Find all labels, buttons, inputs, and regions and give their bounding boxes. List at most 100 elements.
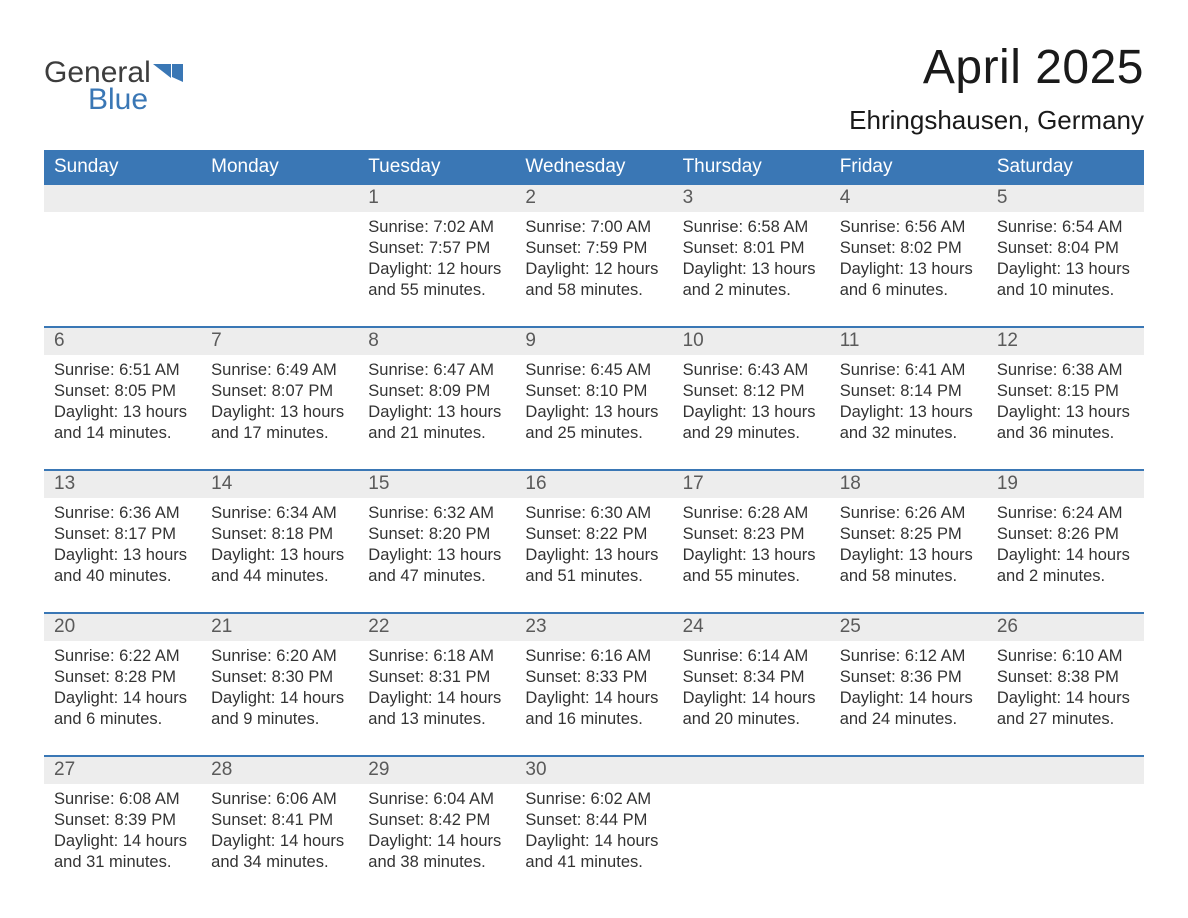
day-cell: Sunrise: 6:38 AMSunset: 8:15 PMDaylight:… (987, 355, 1144, 447)
sunrise-line: Sunrise: 6:04 AM (368, 789, 505, 810)
daylight-line: Daylight: 13 hours and 29 minutes. (683, 402, 820, 444)
day-cell: Sunrise: 6:06 AMSunset: 8:41 PMDaylight:… (201, 784, 358, 876)
sunrise-line: Sunrise: 6:32 AM (368, 503, 505, 524)
day-cell (987, 784, 1144, 876)
sunrise-line: Sunrise: 6:41 AM (840, 360, 977, 381)
sunset-line: Sunset: 8:15 PM (997, 381, 1134, 402)
day-cell: Sunrise: 6:16 AMSunset: 8:33 PMDaylight:… (515, 641, 672, 733)
month-title: April 2025 (849, 40, 1144, 95)
day-number: 10 (673, 328, 830, 355)
day-number: 16 (515, 471, 672, 498)
calendar: Sunday Monday Tuesday Wednesday Thursday… (44, 150, 1144, 876)
daylight-line: Daylight: 13 hours and 17 minutes. (211, 402, 348, 444)
sunset-line: Sunset: 8:33 PM (525, 667, 662, 688)
sunrise-line: Sunrise: 6:45 AM (525, 360, 662, 381)
sunrise-line: Sunrise: 6:49 AM (211, 360, 348, 381)
sunset-line: Sunset: 8:10 PM (525, 381, 662, 402)
day-number: 29 (358, 757, 515, 784)
daynum-row: 27282930 (44, 757, 1144, 784)
day-cell: Sunrise: 7:00 AMSunset: 7:59 PMDaylight:… (515, 212, 672, 304)
sunset-line: Sunset: 8:39 PM (54, 810, 191, 831)
sunrise-line: Sunrise: 6:16 AM (525, 646, 662, 667)
sunset-line: Sunset: 7:57 PM (368, 238, 505, 259)
sunrise-line: Sunrise: 6:47 AM (368, 360, 505, 381)
day-cell: Sunrise: 6:28 AMSunset: 8:23 PMDaylight:… (673, 498, 830, 590)
day-number: 5 (987, 185, 1144, 212)
title-block: April 2025 Ehringshausen, Germany (849, 40, 1144, 136)
weekday-tuesday: Tuesday (358, 150, 515, 185)
day-cell (673, 784, 830, 876)
sunrise-line: Sunrise: 7:00 AM (525, 217, 662, 238)
sunset-line: Sunset: 8:14 PM (840, 381, 977, 402)
sunset-line: Sunset: 8:05 PM (54, 381, 191, 402)
daylight-line: Daylight: 14 hours and 2 minutes. (997, 545, 1134, 587)
sunset-line: Sunset: 8:42 PM (368, 810, 505, 831)
daylight-line: Daylight: 13 hours and 47 minutes. (368, 545, 505, 587)
daylight-line: Daylight: 14 hours and 9 minutes. (211, 688, 348, 730)
week-row: 12345Sunrise: 7:02 AMSunset: 7:57 PMDayl… (44, 185, 1144, 304)
daylight-line: Daylight: 14 hours and 24 minutes. (840, 688, 977, 730)
day-cell: Sunrise: 6:41 AMSunset: 8:14 PMDaylight:… (830, 355, 987, 447)
daylight-line: Daylight: 12 hours and 55 minutes. (368, 259, 505, 301)
day-cell (44, 212, 201, 304)
day-number: 11 (830, 328, 987, 355)
day-cell: Sunrise: 6:30 AMSunset: 8:22 PMDaylight:… (515, 498, 672, 590)
sunrise-line: Sunrise: 6:54 AM (997, 217, 1134, 238)
sunset-line: Sunset: 8:02 PM (840, 238, 977, 259)
daylight-line: Daylight: 13 hours and 14 minutes. (54, 402, 191, 444)
day-cell: Sunrise: 6:56 AMSunset: 8:02 PMDaylight:… (830, 212, 987, 304)
sunset-line: Sunset: 8:20 PM (368, 524, 505, 545)
sunrise-line: Sunrise: 6:10 AM (997, 646, 1134, 667)
sunset-line: Sunset: 8:22 PM (525, 524, 662, 545)
day-cell: Sunrise: 6:10 AMSunset: 8:38 PMDaylight:… (987, 641, 1144, 733)
weekday-wednesday: Wednesday (515, 150, 672, 185)
daylight-line: Daylight: 13 hours and 2 minutes. (683, 259, 820, 301)
week-row: 27282930Sunrise: 6:08 AMSunset: 8:39 PMD… (44, 755, 1144, 876)
weekday-friday: Friday (830, 150, 987, 185)
day-number: 13 (44, 471, 201, 498)
day-number: 22 (358, 614, 515, 641)
sunset-line: Sunset: 8:36 PM (840, 667, 977, 688)
sunrise-line: Sunrise: 6:28 AM (683, 503, 820, 524)
day-cell: Sunrise: 6:32 AMSunset: 8:20 PMDaylight:… (358, 498, 515, 590)
day-cell: Sunrise: 6:43 AMSunset: 8:12 PMDaylight:… (673, 355, 830, 447)
daylight-line: Daylight: 12 hours and 58 minutes. (525, 259, 662, 301)
sunset-line: Sunset: 8:18 PM (211, 524, 348, 545)
daylight-line: Daylight: 13 hours and 44 minutes. (211, 545, 348, 587)
daylight-line: Daylight: 13 hours and 51 minutes. (525, 545, 662, 587)
daynum-row: 12345 (44, 185, 1144, 212)
daylight-line: Daylight: 14 hours and 16 minutes. (525, 688, 662, 730)
daylight-line: Daylight: 13 hours and 32 minutes. (840, 402, 977, 444)
day-number: 21 (201, 614, 358, 641)
day-cell: Sunrise: 6:08 AMSunset: 8:39 PMDaylight:… (44, 784, 201, 876)
daylight-line: Daylight: 14 hours and 38 minutes. (368, 831, 505, 873)
day-cell: Sunrise: 6:24 AMSunset: 8:26 PMDaylight:… (987, 498, 1144, 590)
sunrise-line: Sunrise: 6:36 AM (54, 503, 191, 524)
day-cell: Sunrise: 6:22 AMSunset: 8:28 PMDaylight:… (44, 641, 201, 733)
week-row: 13141516171819Sunrise: 6:36 AMSunset: 8:… (44, 469, 1144, 590)
day-number (673, 757, 830, 784)
sunrise-line: Sunrise: 6:14 AM (683, 646, 820, 667)
daylight-line: Daylight: 13 hours and 40 minutes. (54, 545, 191, 587)
sunset-line: Sunset: 8:09 PM (368, 381, 505, 402)
weekday-header-row: Sunday Monday Tuesday Wednesday Thursday… (44, 150, 1144, 185)
day-cell: Sunrise: 6:26 AMSunset: 8:25 PMDaylight:… (830, 498, 987, 590)
weekday-saturday: Saturday (987, 150, 1144, 185)
weekday-thursday: Thursday (673, 150, 830, 185)
day-number: 15 (358, 471, 515, 498)
sunrise-line: Sunrise: 6:08 AM (54, 789, 191, 810)
day-number: 4 (830, 185, 987, 212)
day-cell: Sunrise: 6:20 AMSunset: 8:30 PMDaylight:… (201, 641, 358, 733)
daynum-row: 20212223242526 (44, 614, 1144, 641)
day-number: 14 (201, 471, 358, 498)
sunrise-line: Sunrise: 6:26 AM (840, 503, 977, 524)
sunset-line: Sunset: 8:23 PM (683, 524, 820, 545)
sunset-line: Sunset: 8:41 PM (211, 810, 348, 831)
sunrise-line: Sunrise: 6:20 AM (211, 646, 348, 667)
day-cell: Sunrise: 6:12 AMSunset: 8:36 PMDaylight:… (830, 641, 987, 733)
sunset-line: Sunset: 8:30 PM (211, 667, 348, 688)
sunrise-line: Sunrise: 6:12 AM (840, 646, 977, 667)
sunrise-line: Sunrise: 6:22 AM (54, 646, 191, 667)
sunrise-line: Sunrise: 6:06 AM (211, 789, 348, 810)
sunrise-line: Sunrise: 6:38 AM (997, 360, 1134, 381)
